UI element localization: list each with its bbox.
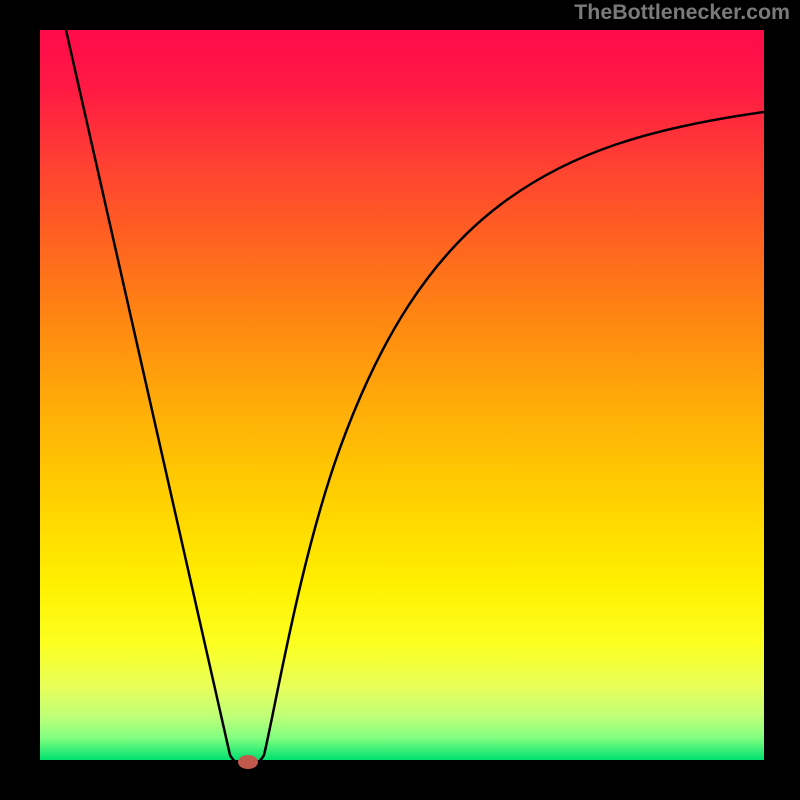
plot-background-gradient [40,30,764,760]
attribution-label: TheBottlenecker.com [574,0,790,25]
chart-canvas: { "attribution": { "text": "TheBottlenec… [0,0,800,800]
